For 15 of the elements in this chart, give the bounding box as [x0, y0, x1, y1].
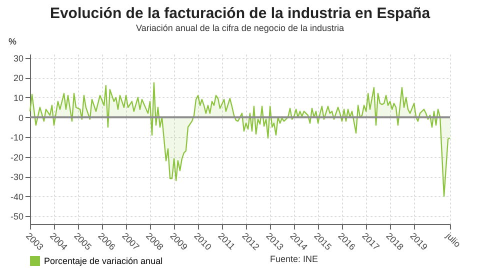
chart-title: Evolución de la facturación de la industria en España [50, 5, 431, 22]
y-tick-label: 10 [13, 92, 24, 103]
y-tick-label: 0 [18, 112, 24, 123]
y-axis-title: % [8, 36, 17, 46]
y-tick-label: -10 [10, 132, 24, 143]
y-tick-label: -30 [10, 172, 24, 182]
y-tick-label: -40 [10, 192, 24, 202]
y-tick-label: -20 [10, 152, 24, 162]
y-tick-label: -50 [10, 212, 24, 222]
chart-subtitle: Variación anual de la cifra de negocio de la industria [136, 23, 344, 33]
source-note: Fuente: INE [270, 254, 318, 264]
y-tick-label: 30 [13, 53, 24, 64]
legend-label: Porcentaje de variación anual [44, 256, 163, 266]
x-tick-label: julio [443, 230, 463, 250]
y-tick-label: 20 [13, 73, 24, 84]
